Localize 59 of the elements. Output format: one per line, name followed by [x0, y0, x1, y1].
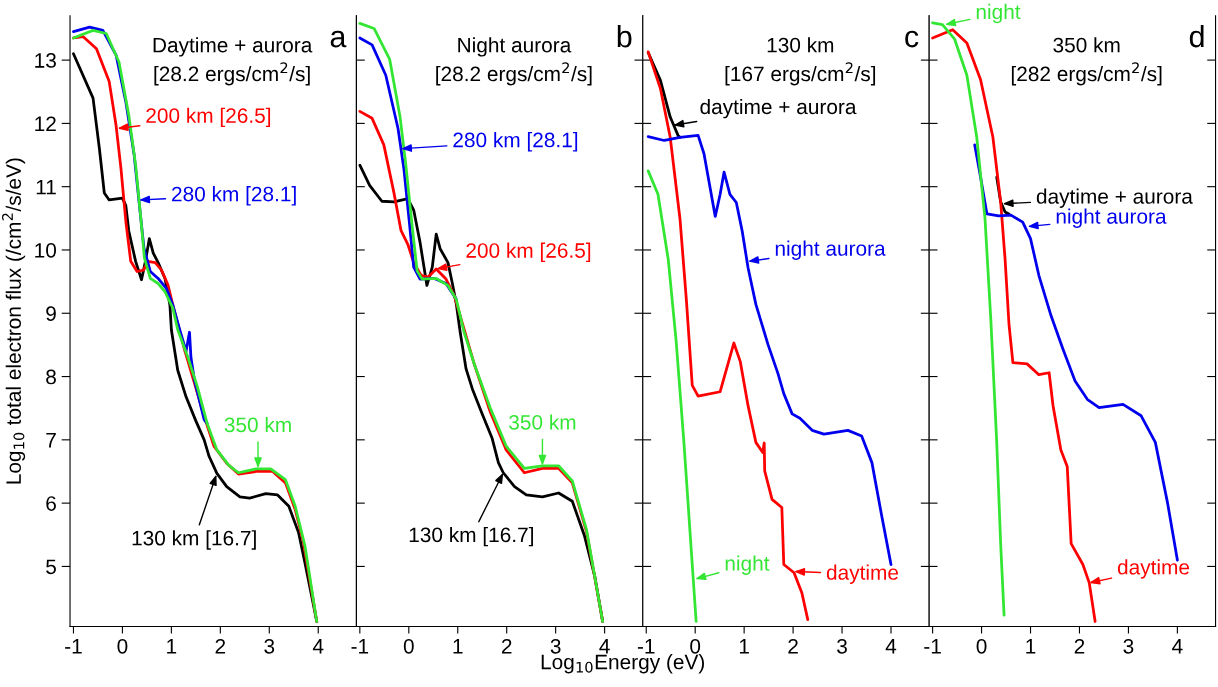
annotation: 200 km [26.5]: [146, 107, 271, 128]
annotation: a: [330, 30, 347, 48]
x-tick-label: 1: [167, 639, 177, 654]
text: Daytime + aurora [28.2 ergs/cm$^{2}$/s]: [153, 37, 313, 86]
annotation: 280 km [28.1]: [453, 132, 578, 152]
y-tick-label: 10: [35, 242, 57, 258]
annotation: night: [976, 3, 1021, 24]
annotation: night aurora: [1056, 208, 1167, 228]
y-tick-label: 11: [36, 179, 56, 195]
y-tick-label: 6: [46, 496, 56, 511]
x-tick-label: 2: [788, 638, 798, 654]
y-tick-label: 8: [46, 369, 56, 385]
annotation: 130 km [16.7]: [132, 530, 256, 550]
x-tick-label: 3: [837, 638, 847, 654]
x-tick-label: 0: [690, 638, 701, 654]
annotation: daytime: [826, 564, 899, 584]
x-tick-label: 2: [215, 638, 226, 654]
annotation: 200 km [26.5]: [466, 242, 591, 262]
x-tick-label: 2: [501, 638, 512, 654]
x-tick-label: 2: [1074, 638, 1085, 654]
x-tick-label: 4: [885, 639, 897, 654]
x-tick-label: 3: [1123, 638, 1134, 654]
y-tick-label: 13: [35, 53, 56, 68]
annotation: 280 km [28.1]: [172, 186, 296, 206]
x-tick-label: 3: [264, 638, 275, 654]
annotation: night aurora: [775, 240, 886, 260]
text: 130 km [167 ergs/cm$^{2}$/s]: [725, 37, 876, 86]
text: 350 km [282 ergs/cm$^{2}$/s]: [1011, 37, 1162, 86]
text: Night aurora [28.2 ergs/cm$^{2}$/s]: [436, 37, 592, 86]
x-tick-label: 0: [976, 638, 987, 654]
annotation: daytime + aurora: [700, 98, 857, 119]
y-tick-label: 7: [46, 433, 56, 448]
x-tick-label: 1: [453, 639, 463, 654]
annotation: b: [617, 24, 632, 48]
annotation: 350 km: [509, 414, 576, 430]
y-tick-label: 9: [46, 306, 56, 322]
annotation: 130 km [16.7]: [409, 526, 533, 547]
x-tick-label: -1: [65, 639, 82, 654]
x-tick-label: -1: [637, 639, 655, 654]
annotation: daytime: [1117, 559, 1190, 579]
annotation: daytime + aurora: [1036, 188, 1193, 208]
x-tick-label: 1: [739, 639, 749, 654]
x-tick-label: -1: [351, 639, 369, 654]
x-axis-title: Log$_{10}$Energy (eV): [541, 654, 704, 674]
y-tick-label: 12: [35, 116, 56, 131]
x-tick-label: -1: [924, 639, 941, 654]
x-tick-label: 4: [599, 639, 610, 654]
x-tick-label: 0: [117, 638, 128, 654]
y-tick-label: 5: [46, 559, 56, 575]
annotation: night: [725, 555, 770, 575]
x-tick-label: 1: [1026, 639, 1036, 654]
x-tick-label: 4: [1172, 639, 1183, 654]
x-tick-label: 4: [312, 639, 324, 654]
annotation: d: [1189, 24, 1204, 48]
x-tick-label: 0: [403, 638, 414, 654]
annotation: 350 km: [224, 416, 291, 433]
x-tick-label: 3: [550, 638, 561, 654]
annotation: c: [905, 30, 919, 48]
y-axis-title: Log$_{10}$ total electron flux (/cm$^{2}$/s/eV): [2, 158, 26, 484]
